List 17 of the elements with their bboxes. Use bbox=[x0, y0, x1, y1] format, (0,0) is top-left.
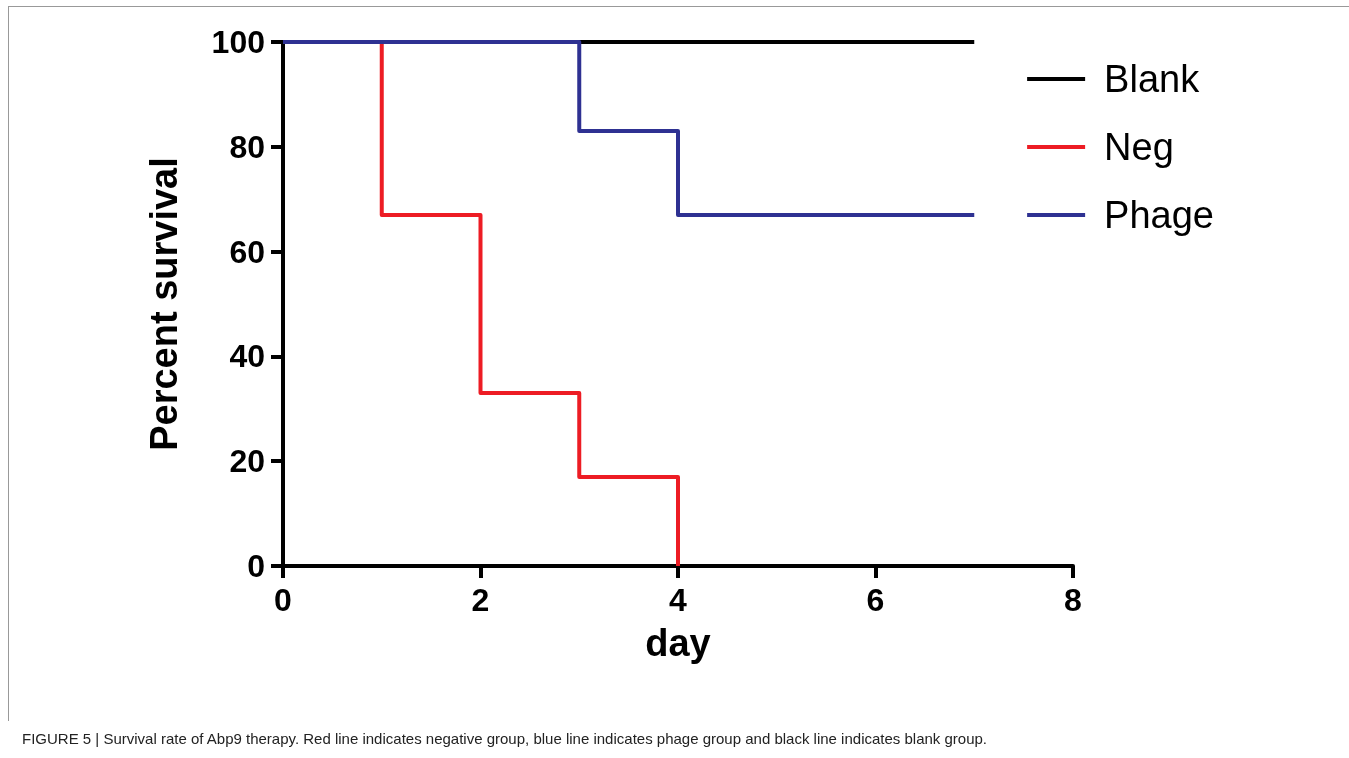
y-tick-label: 0 bbox=[247, 548, 265, 584]
y-tick-label: 80 bbox=[229, 128, 265, 165]
y-tick-label: 100 bbox=[211, 24, 265, 60]
x-tick-label: 2 bbox=[471, 582, 490, 618]
y-tick-label: 20 bbox=[229, 443, 265, 480]
caption: FIGURE 5 | Survival rate of Abp9 therapy. Red line indicates negative group, blue line indicates phage group and black line indicates blank group. bbox=[22, 730, 988, 747]
y-tick-label: 60 bbox=[229, 233, 265, 270]
x-axis-title: day bbox=[645, 622, 711, 664]
legend-label: Phage bbox=[1104, 194, 1215, 236]
legend-label: Neg bbox=[1104, 126, 1174, 168]
x-tick-label: 6 bbox=[866, 582, 885, 618]
x-tick-label: 4 bbox=[669, 582, 688, 618]
x-tick-label: 8 bbox=[1064, 582, 1082, 618]
y-tick-label: 40 bbox=[229, 338, 265, 375]
legend-label: Blank bbox=[1104, 58, 1201, 100]
x-tick-label: 0 bbox=[274, 582, 292, 618]
y-axis-title: Percent survival bbox=[143, 157, 185, 451]
